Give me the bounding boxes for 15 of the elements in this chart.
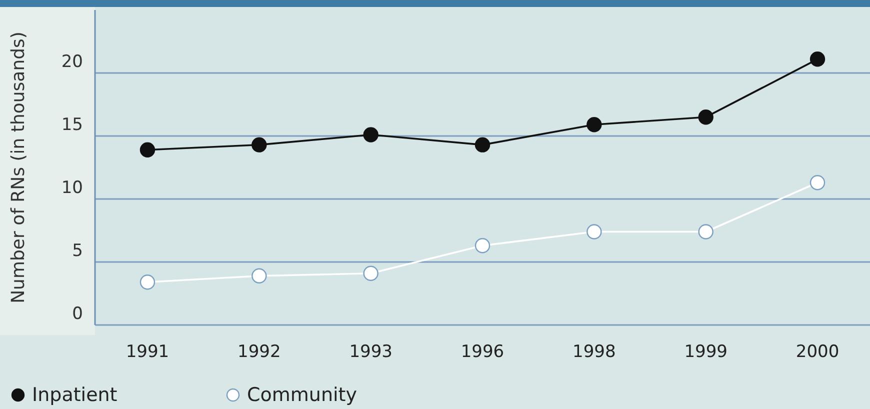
legend-label: Community [247, 384, 357, 406]
y-tick-label: 15 [61, 115, 83, 135]
x-tick-label: 1993 [349, 342, 392, 362]
x-tick-label: 2000 [796, 342, 840, 362]
x-tick-label: 1996 [460, 342, 504, 362]
x-tick-label: 1991 [126, 342, 170, 362]
y-axis-title: Number of RNs (in thousands) [8, 32, 29, 304]
x-tick-label: 1992 [238, 342, 281, 362]
y-tick-label: 0 [72, 304, 83, 324]
y-tick-label: 5 [72, 241, 83, 261]
y-tick-label: 20 [61, 52, 83, 72]
legend-label: Inpatient [32, 384, 118, 406]
x-tick-label: 1999 [684, 342, 728, 362]
y-tick-label: 10 [61, 178, 83, 198]
x-tick-label: 1998 [572, 342, 616, 362]
